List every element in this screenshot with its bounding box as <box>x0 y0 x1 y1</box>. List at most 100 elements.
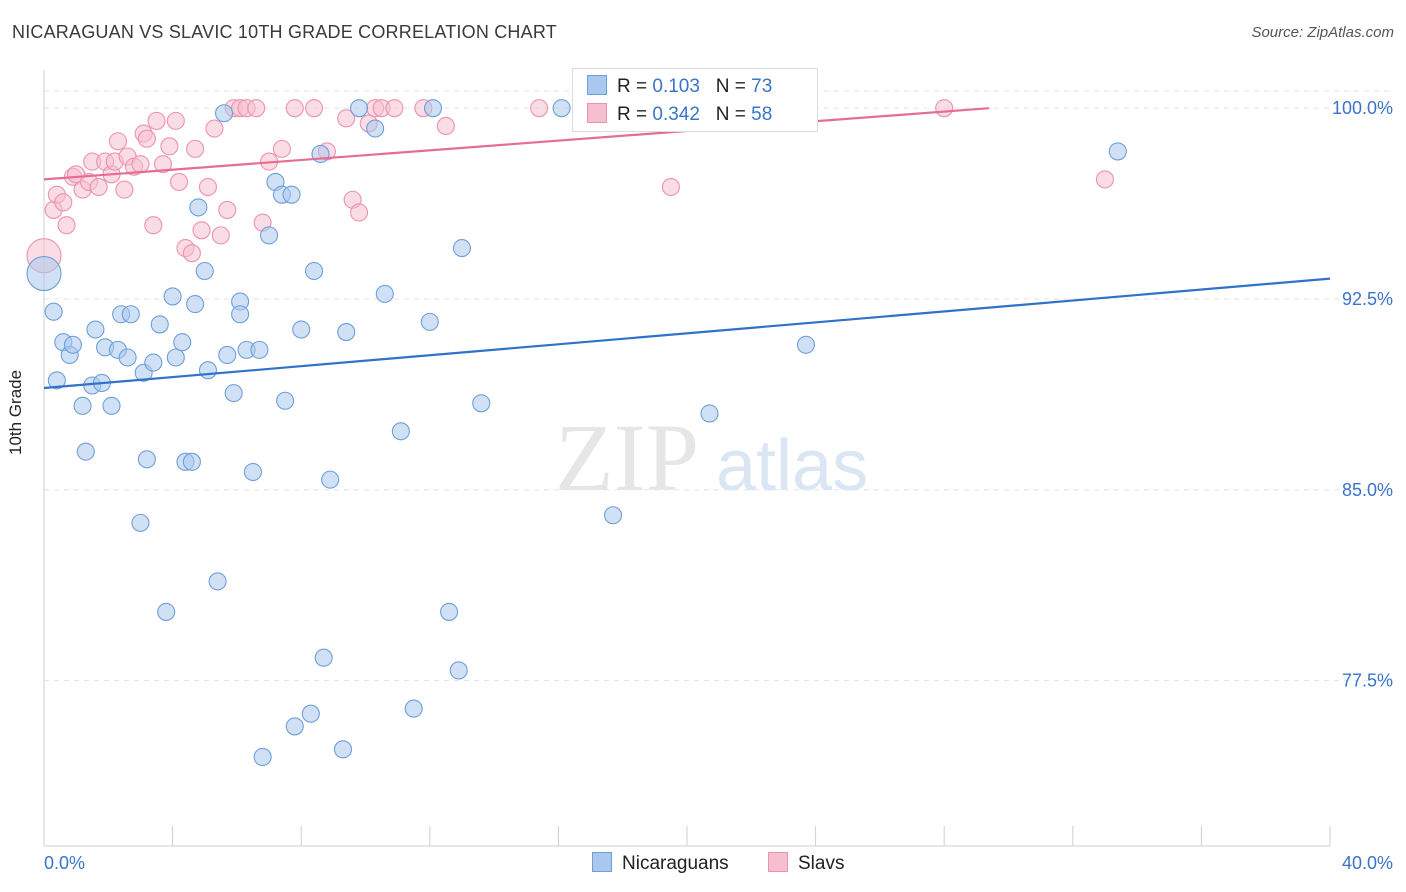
x-tick-label: 0.0% <box>44 853 85 873</box>
nicaraguans-point <box>163 287 182 306</box>
nicaraguans-point <box>276 391 295 410</box>
nicaraguans-point <box>150 315 169 334</box>
nicaraguans-trend-line <box>43 277 1331 390</box>
nicaraguans-point <box>1108 142 1127 161</box>
y-tick-labels: 77.5% 85.0% 92.5% 100.0% <box>1332 98 1393 690</box>
legend-item-slavs[interactable]: Slavs <box>768 852 844 875</box>
chart-title: NICARAGUAN VS SLAVIC 10TH GRADE CORRELAT… <box>12 22 557 42</box>
slavs-point <box>144 216 163 235</box>
nicaraguans-point <box>102 396 121 415</box>
legend-label: Slavs <box>798 853 845 874</box>
slavs-point <box>247 99 266 118</box>
nicaraguans-point <box>44 302 63 321</box>
x-tick-label: 40.0% <box>1342 853 1393 873</box>
slavs-point <box>108 132 127 151</box>
y-axis-label: 10th Grade <box>6 369 25 455</box>
y-tick-label: 100.0% <box>1332 98 1393 118</box>
x-tick-labels: 0.0% 40.0% <box>44 853 1393 873</box>
nicaraguans-point <box>214 104 234 123</box>
nicaraguans-point <box>366 119 385 138</box>
watermark: ZIP atlas <box>555 404 868 511</box>
slavs-point <box>661 177 680 197</box>
nicaraguans-point <box>198 361 218 380</box>
legend-swatch-blue <box>587 75 607 95</box>
slavs-point <box>115 180 134 199</box>
nicaraguans-point <box>208 572 227 591</box>
nicaraguans-point <box>423 99 443 118</box>
nicaraguans-point <box>700 404 719 423</box>
nicaraguans-point <box>131 513 150 532</box>
n-label: N = <box>715 104 746 125</box>
watermark-atlas: atlas <box>716 426 868 506</box>
nicaraguans-point <box>186 295 205 314</box>
nicaraguans-point <box>73 396 92 415</box>
slavs-point <box>169 172 189 191</box>
nicaraguans-point <box>76 442 95 461</box>
slavs-point <box>385 99 404 118</box>
slavs-point <box>182 244 201 263</box>
nicaraguans-point <box>118 348 137 367</box>
nicaraguans-point <box>301 704 320 723</box>
slavs-point <box>192 221 211 240</box>
slavs-point <box>305 99 324 118</box>
legend-item-nicaraguans[interactable]: Nicaraguans <box>592 852 729 875</box>
slavs-point <box>272 139 291 158</box>
series-slavs-points <box>26 99 1114 274</box>
n-label: N = <box>715 76 746 97</box>
nicaraguans-point <box>157 602 176 621</box>
nicaraguans-point <box>231 305 250 324</box>
nicaraguans-point <box>182 452 201 471</box>
slavs-point <box>131 155 150 174</box>
nicaraguans-point <box>796 335 816 354</box>
legend-swatch-pink <box>768 852 788 872</box>
stats-row-nicaraguans: R = 0.103 N = 73 <box>587 75 772 97</box>
nicaraguans-point <box>314 648 333 667</box>
r-value: 0.342 <box>652 104 700 125</box>
legend-swatch-blue <box>592 852 612 872</box>
r-value: 0.103 <box>652 76 700 97</box>
nicaraguans-point <box>305 261 324 281</box>
nicaraguans-point <box>218 345 237 365</box>
slavs-point <box>54 193 73 212</box>
nicaraguans-point <box>47 371 66 390</box>
nicaraguans-point <box>121 305 140 324</box>
nicaraguans-point <box>63 335 82 354</box>
slavs-point <box>166 111 185 130</box>
grid-lines <box>44 90 1392 682</box>
nicaraguans-point <box>173 333 192 352</box>
slavs-point <box>198 177 218 197</box>
nicaraguans-point <box>552 99 571 118</box>
nicaraguans-point <box>259 226 279 245</box>
stats-legend: R = 0.103 N = 73 R = 0.342 N = 58 <box>572 68 818 132</box>
slavs-point <box>211 226 230 245</box>
slavs-point <box>137 129 156 148</box>
nicaraguans-point <box>375 284 394 303</box>
nicaraguans-point <box>350 99 369 118</box>
legend-swatch-pink <box>587 103 607 123</box>
axes <box>43 70 1331 847</box>
nicaraguans-point <box>337 323 356 342</box>
nicaraguans-point <box>144 353 163 372</box>
nicaraguans-point <box>282 185 301 204</box>
nicaraguans-point <box>452 239 472 258</box>
slavs-point <box>337 109 356 128</box>
nicaraguans-point <box>166 348 185 367</box>
slavs-point <box>935 99 954 118</box>
nicaraguans-point <box>137 450 156 469</box>
nicaraguans-point <box>321 470 340 489</box>
nicaraguans-point <box>243 462 263 482</box>
slavs-point <box>218 200 237 219</box>
slavs-point <box>160 137 179 156</box>
y-tick-label: 77.5% <box>1342 671 1393 691</box>
slavs-point <box>89 177 108 197</box>
trend-lines <box>43 107 1331 390</box>
slavs-trend-line <box>43 107 990 181</box>
nicaraguans-point <box>224 384 243 403</box>
slavs-point <box>285 99 304 118</box>
nicaraguans-point <box>189 198 208 217</box>
nicaraguans-point <box>86 320 105 339</box>
slavs-point <box>186 139 205 158</box>
series-nicaraguans-points <box>26 99 1127 767</box>
nicaraguans-point <box>420 312 439 331</box>
